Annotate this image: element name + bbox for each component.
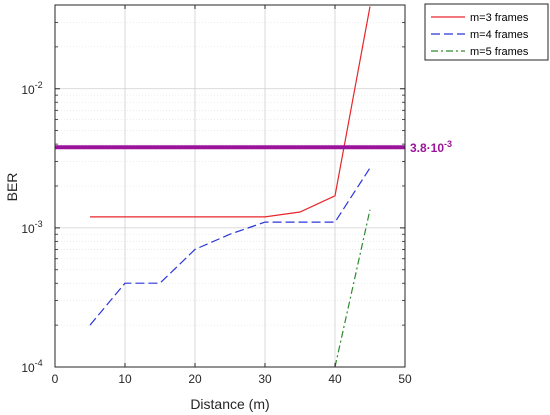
y-tick-label: 10-3	[21, 219, 42, 236]
legend: m=3 frames m=4 frames m=5 frames	[424, 3, 549, 61]
x-tick-label: 0	[52, 372, 59, 386]
y-tick-label: 10-2	[21, 80, 42, 97]
x-tick-label: 40	[328, 372, 342, 386]
x-tick-label: 30	[258, 372, 272, 386]
x-tick-label: 50	[398, 372, 412, 386]
series-line-1	[90, 6, 371, 218]
series-line-3	[334, 209, 371, 368]
legend-label-2: m=4 frames	[470, 29, 529, 41]
x-tick-label: 20	[188, 372, 202, 386]
legend-label-3: m=5 frames	[470, 46, 529, 58]
x-tick-label: 10	[118, 372, 132, 386]
y-axis-label: BER	[4, 173, 20, 202]
x-axis-label: Distance (m)	[190, 396, 269, 412]
series-line-2	[89, 167, 371, 326]
y-tick-label: 10-4	[21, 358, 42, 375]
reference-line-label: 3.8·10-3	[410, 139, 452, 155]
legend-label-1: m=3 frames	[470, 12, 529, 24]
legend-box	[424, 3, 549, 61]
